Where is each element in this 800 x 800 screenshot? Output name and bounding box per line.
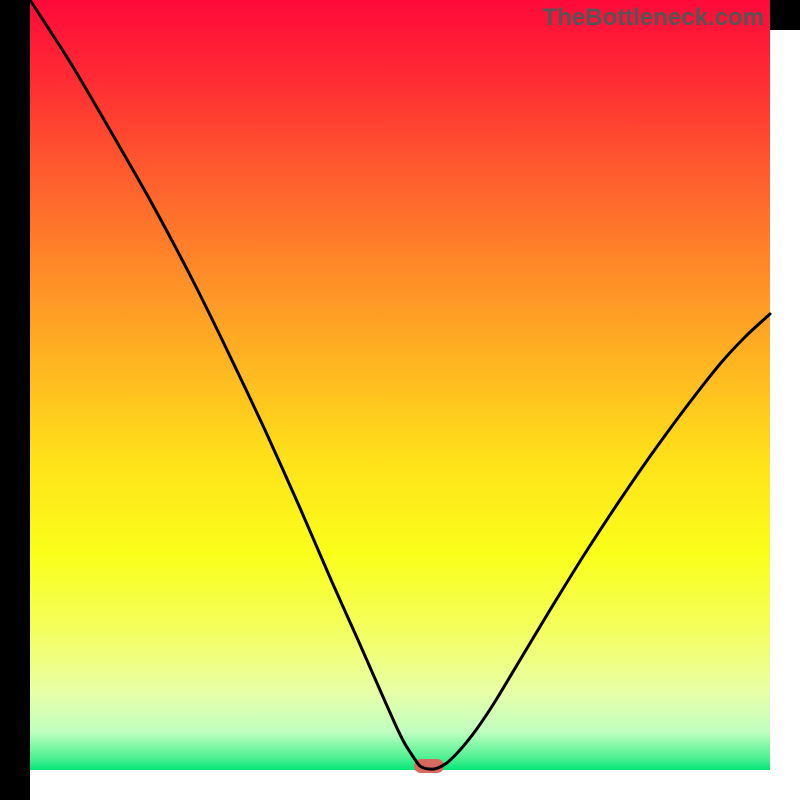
watermark-text: TheBottleneck.com <box>543 4 764 32</box>
valley-marker <box>414 759 444 773</box>
border-right <box>0 0 30 800</box>
plot-gradient-area <box>30 0 770 770</box>
chart-root: TheBottleneck.com <box>0 0 800 800</box>
